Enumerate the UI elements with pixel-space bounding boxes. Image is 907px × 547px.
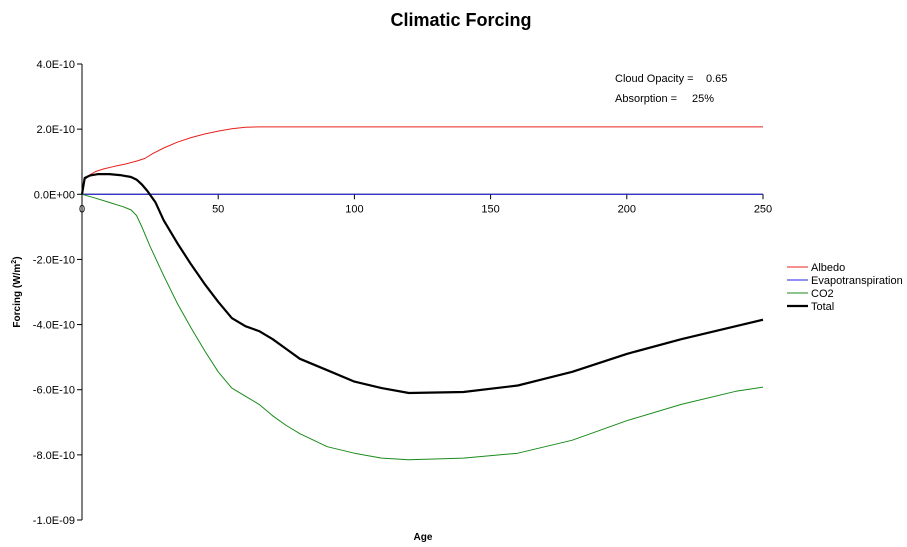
y-tick-label: -1.0E-09 <box>33 515 75 527</box>
legend-label: Evapotranspiration <box>811 275 903 287</box>
y-tick-label: -6.0E-10 <box>33 385 75 397</box>
series-layer <box>80 126 764 461</box>
annotation-label: Absorption = <box>615 93 677 105</box>
annotations: Cloud Opacity = 0.65 Absorption = 25% <box>615 73 727 105</box>
y-axis-label-main: Forcing (W/m <box>12 264 23 328</box>
series-line-total <box>80 173 764 395</box>
y-axis-label: Forcing (W/m2) <box>11 256 23 327</box>
y-tick-label: -4.0E-10 <box>33 320 75 332</box>
x-tick-label: 50 <box>212 203 224 215</box>
y-axis-ticks: 4.0E-10 2.0E-10 0.0E+00 -2.0E-10 -4.0E-10 -6.… <box>33 59 82 527</box>
x-axis-ticks: 0 50 100 150 200 250 <box>79 193 772 215</box>
annotation-value: 25% <box>692 93 714 105</box>
series-line-albedo <box>81 126 763 195</box>
legend-label: Total <box>811 301 834 313</box>
y-axis-label-superscript: 2 <box>11 260 18 264</box>
chart-title: Climatic Forcing <box>390 10 531 30</box>
legend-label: Albedo <box>811 262 845 274</box>
x-tick-label: 100 <box>345 203 363 215</box>
y-axis-label-close: ) <box>12 256 23 259</box>
x-tick-label: 250 <box>754 203 772 215</box>
y-tick-label: 4.0E-10 <box>36 59 75 71</box>
y-tick-label: -2.0E-10 <box>33 254 75 266</box>
x-tick-label: 150 <box>481 203 499 215</box>
x-axis-label: Age <box>414 532 433 543</box>
annotation-label: Cloud Opacity = <box>615 73 694 85</box>
x-tick-label: 0 <box>79 203 85 215</box>
series-line-co2 <box>81 193 764 461</box>
legend-label: CO2 <box>811 288 834 300</box>
annotation-value: 0.65 <box>706 73 727 85</box>
y-tick-label: 0.0E+00 <box>34 189 75 201</box>
y-tick-label: 2.0E-10 <box>36 124 75 136</box>
x-tick-label: 200 <box>618 203 636 215</box>
y-tick-label: -8.0E-10 <box>33 450 75 462</box>
